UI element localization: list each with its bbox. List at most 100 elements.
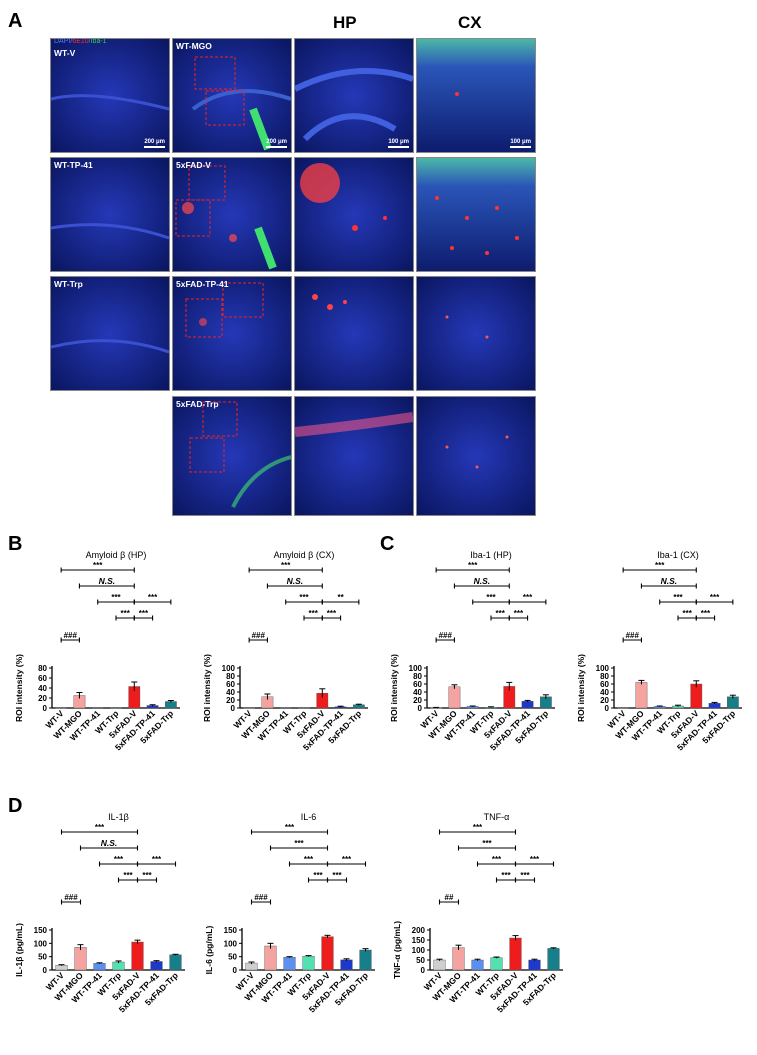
- micrograph-label: WT-MGO: [176, 41, 212, 51]
- significance-label: ***: [148, 593, 158, 602]
- micrograph-cx-1: 100 μm: [416, 38, 536, 153]
- significance-label: ***: [95, 823, 105, 832]
- significance-label: ***: [120, 609, 130, 618]
- bar: [509, 937, 522, 971]
- micrograph-cx-4: [416, 396, 536, 516]
- significance-label: ***: [682, 609, 692, 618]
- significance-label: ***: [473, 823, 483, 832]
- y-tick-label: 0: [233, 966, 238, 975]
- significance-label: ***: [123, 871, 133, 880]
- significance-bracket: ***: [438, 823, 517, 835]
- significance-bracket: ***: [677, 609, 697, 621]
- significance-bracket: ***: [622, 561, 697, 573]
- significance-bracket: ***: [136, 855, 177, 867]
- y-tick-label: 150: [34, 926, 48, 935]
- chart-iba1-cx: Iba-1 (CX) *** N.S. *** *** *** *** ### 0 20 40 60 8…: [572, 548, 752, 788]
- significance-bracket: ***: [285, 593, 323, 605]
- significance-bracket: ***: [472, 593, 510, 605]
- significance-label: N.S.: [474, 576, 491, 586]
- chart-amyloid-cx: Amyloid β (CX) *** N.S. *** ** *** *** ### 0 20 40…: [198, 548, 378, 788]
- chart-title: IL-1β: [108, 812, 129, 822]
- significance-bracket: ##: [438, 893, 460, 905]
- chart-il1b: IL-1β *** N.S. *** *** *** *** ### 0 50 100 150 IL-1…: [10, 810, 195, 1050]
- y-tick-label: 0: [43, 704, 48, 713]
- y-tick-label: 0: [231, 704, 236, 713]
- significance-label: **: [337, 593, 344, 602]
- significance-label: ***: [327, 609, 337, 618]
- y-axis-label: ROI intensity (%): [389, 654, 399, 722]
- micrograph-5xfad-v: 5xFAD-V: [172, 157, 292, 272]
- significance-label: ***: [139, 609, 149, 618]
- significance-label: ***: [332, 871, 342, 880]
- micrograph-cx-2: [416, 157, 536, 272]
- significance-bracket: ***: [133, 593, 172, 605]
- bar: [690, 683, 703, 709]
- y-axis-label: IL-1β (pg/mL): [14, 923, 24, 977]
- significance-label: ***: [710, 593, 720, 602]
- y-tick-label: 0: [418, 704, 423, 713]
- bar: [340, 959, 353, 971]
- significance-label: ***: [281, 561, 291, 570]
- micrograph-wt-tp41: WT-TP-41: [50, 157, 170, 272]
- significance-bracket: ***: [60, 823, 139, 835]
- significance-label: ***: [501, 871, 511, 880]
- significance-label: N.S.: [661, 576, 678, 586]
- significance-bracket: ***: [495, 871, 517, 883]
- significance-label: ***: [152, 855, 162, 864]
- bar: [112, 961, 125, 971]
- significance-bracket: ***: [514, 855, 555, 867]
- y-tick-label: 60: [38, 674, 47, 683]
- scale-bar: 200 μm: [266, 139, 287, 148]
- significance-label: ***: [285, 823, 295, 832]
- significance-bracket: ###: [60, 631, 80, 643]
- chart-amyloid-hp: Amyloid β (HP) *** N.S. *** *** *** *** ### 0 20 4…: [10, 548, 190, 788]
- bar: [433, 959, 446, 971]
- bar: [55, 964, 68, 971]
- y-tick-label: 40: [226, 688, 235, 697]
- y-axis-label: TNF-α (pg/mL): [392, 921, 402, 979]
- significance-bracket: N.S.: [266, 576, 323, 589]
- significance-bracket: ***: [457, 839, 517, 851]
- y-tick-label: 100: [222, 664, 236, 673]
- micrograph-label: 5xFAD-Trp: [176, 399, 219, 409]
- y-tick-label: 40: [600, 688, 609, 697]
- significance-label: ***: [294, 839, 304, 848]
- bar: [528, 959, 541, 971]
- significance-bracket: ***: [60, 561, 135, 573]
- significance-bracket: ***: [326, 855, 367, 867]
- significance-bracket: ***: [326, 871, 348, 883]
- significance-bracket: N.S.: [79, 838, 139, 851]
- significance-label: N.S.: [99, 576, 116, 586]
- chart-svg: Iba-1 (HP)***N.S.*** ****** ***###02040608…: [389, 550, 555, 752]
- y-tick-label: 40: [38, 684, 47, 693]
- significance-bracket: ***: [303, 609, 323, 621]
- chart-svg: Iba-1 (CX)***N.S.*** ****** ***###02040608…: [576, 550, 742, 752]
- micrograph-hp-4: [294, 396, 414, 516]
- chart-svg: Amyloid β (HP)***N.S.*** ****** ***###0204…: [14, 550, 180, 752]
- significance-label: ***: [673, 593, 683, 602]
- chart-title: Iba-1 (HP): [470, 550, 512, 560]
- significance-bracket: ###: [435, 631, 455, 643]
- chart-title: TNF-α: [484, 812, 510, 822]
- y-tick-label: 100: [596, 664, 610, 673]
- y-tick-label: 0: [421, 966, 426, 975]
- significance-label: ***: [701, 609, 711, 618]
- bar: [150, 961, 163, 971]
- bar: [110, 707, 122, 709]
- significance-label: ***: [313, 871, 323, 880]
- column-header-cx: CX: [458, 13, 482, 32]
- panel-letter-b: B: [8, 533, 23, 555]
- y-tick-label: 20: [226, 696, 235, 705]
- y-tick-label: 80: [38, 664, 47, 673]
- significance-label: ***: [111, 593, 121, 602]
- significance-label: ***: [93, 561, 103, 570]
- significance-bracket: ***: [476, 855, 517, 867]
- bar: [617, 707, 630, 709]
- bar: [91, 707, 104, 709]
- significance-label: ***: [308, 609, 318, 618]
- significance-bracket: ***: [97, 593, 135, 605]
- y-tick-label: 150: [412, 936, 426, 945]
- significance-bracket: ###: [60, 893, 82, 905]
- y-tick-label: 100: [412, 946, 426, 955]
